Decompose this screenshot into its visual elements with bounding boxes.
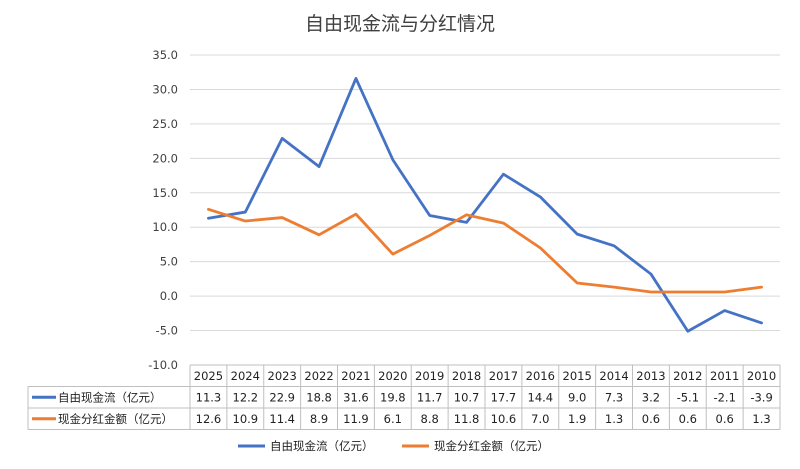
y-tick-label: 30.0 — [152, 82, 178, 96]
x-category-label: 2022 — [304, 369, 333, 383]
x-category-label: 2017 — [489, 369, 518, 383]
y-tick-label: -10.0 — [148, 358, 178, 372]
data-label: 3.2 — [642, 391, 660, 405]
x-category-label: 2024 — [231, 369, 260, 383]
x-category-label: 2020 — [378, 369, 407, 383]
data-label: 8.9 — [310, 412, 328, 426]
plot-area — [207, 77, 763, 333]
y-tick-label: 0.0 — [160, 289, 178, 303]
data-label: 22.9 — [269, 391, 295, 405]
y-tick-label: 5.0 — [160, 255, 178, 269]
data-label: 11.9 — [343, 412, 369, 426]
x-category-label: 2023 — [268, 369, 297, 383]
x-category-label: 2025 — [194, 369, 223, 383]
x-category-label: 2013 — [636, 369, 665, 383]
y-tick-label: -5.0 — [156, 324, 178, 338]
legend-label-1: 自由现金流（亿元） — [270, 439, 374, 453]
data-label: 0.6 — [642, 412, 660, 426]
chart-title: 自由现金流与分红情况 — [305, 13, 495, 35]
x-category-label: 2016 — [526, 369, 555, 383]
table-series-name: 现金分红金额（亿元） — [58, 412, 173, 426]
grid — [190, 54, 780, 366]
data-label: 17.7 — [491, 391, 517, 405]
x-category-label: 2021 — [341, 369, 370, 383]
data-label: 10.7 — [454, 391, 480, 405]
data-label: 7.0 — [531, 412, 549, 426]
data-label: 31.6 — [343, 391, 369, 405]
data-label: 0.6 — [679, 412, 697, 426]
data-label: 19.8 — [380, 391, 406, 405]
data-label: 1.9 — [568, 412, 586, 426]
series-line-2 — [207, 207, 763, 294]
data-label: 1.3 — [752, 412, 770, 426]
data-label: 14.4 — [528, 391, 554, 405]
x-category-label: 2014 — [599, 369, 628, 383]
x-category-label: 2011 — [710, 369, 739, 383]
x-category-label: 2018 — [452, 369, 481, 383]
data-label: 11.3 — [196, 391, 222, 405]
data-label: 11.7 — [417, 391, 443, 405]
data-label: 10.9 — [233, 412, 259, 426]
table-series-name: 自由现金流（亿元） — [58, 391, 162, 405]
x-category-label: 2012 — [673, 369, 702, 383]
data-label: 12.2 — [233, 391, 259, 405]
x-category-label: 2019 — [415, 369, 444, 383]
y-tick-label: 15.0 — [152, 186, 178, 200]
data-label: 0.6 — [716, 412, 734, 426]
x-category-label: 2010 — [747, 369, 776, 383]
data-label: 7.3 — [605, 391, 623, 405]
y-tick-label: 25.0 — [152, 117, 178, 131]
data-table: 2025 2024 2023 2022 2021 2020 2019 2018 2017 2016… — [27, 364, 781, 430]
data-label: -2.1 — [713, 391, 735, 405]
y-tick-label: 35.0 — [152, 48, 178, 62]
x-category-label: 2015 — [563, 369, 592, 383]
data-label: 9.0 — [568, 391, 586, 405]
data-label: -5.1 — [677, 391, 699, 405]
data-label: 11.8 — [454, 412, 480, 426]
data-label: 6.1 — [384, 412, 402, 426]
data-label: 10.6 — [491, 412, 517, 426]
legend: 自由现金流（亿元） 现金分红金额（亿元） — [238, 439, 549, 453]
y-axis: 35.0 30.0 25.0 20.0 15.0 10.0 5.0 0.0 -5.0 -10.0 — [148, 48, 178, 372]
data-label: 1.3 — [605, 412, 623, 426]
data-label: 11.4 — [269, 412, 295, 426]
series-line-1 — [207, 77, 763, 333]
data-label: 8.8 — [421, 412, 439, 426]
data-label: 18.8 — [306, 391, 332, 405]
legend-label-2: 现金分红金额（亿元） — [434, 439, 549, 453]
y-tick-label: 10.0 — [152, 220, 178, 234]
data-label: -3.9 — [750, 391, 772, 405]
data-label: 12.6 — [196, 412, 222, 426]
y-tick-label: 20.0 — [152, 151, 178, 165]
